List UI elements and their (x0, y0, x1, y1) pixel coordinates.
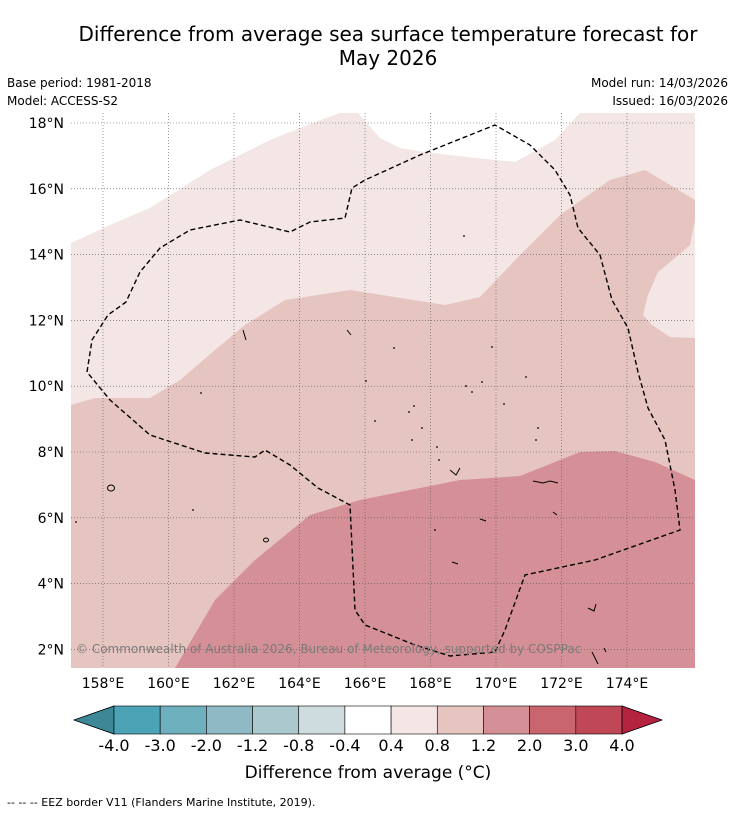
map-title: Difference from average sea surface temp… (40, 22, 736, 70)
eez-border (86, 124, 681, 657)
lat-label: 6°N (38, 511, 64, 527)
copyright-text: © Commonwealth of Australia 2026, Bureau… (76, 642, 581, 656)
colorbar-tick: -2.0 (191, 736, 222, 755)
base-period: Base period: 1981-2018 (7, 76, 152, 90)
lat-label: 18°N (29, 116, 64, 132)
lat-label: 2°N (38, 642, 64, 658)
lat-label: 4°N (38, 577, 64, 593)
islands (107, 329, 607, 665)
colorbar-swatch (436, 705, 484, 735)
colorbar-tick: 1.2 (471, 736, 496, 755)
lon-label: 174°E (606, 676, 649, 692)
colorbar-swatch (206, 705, 253, 735)
title-line-1: Difference from average sea surface temp… (78, 22, 698, 46)
colorbar-tick: 3.0 (563, 736, 588, 755)
colorbar: -4.0 -3.0 -2.0 -1.2 -0.8 -0.4 0.4 0.8 1.2 2.0 3.0 4… (72, 705, 664, 755)
gridlines (71, 113, 695, 668)
lon-label: 170°E (475, 676, 518, 692)
colorbar-tick: 4.0 (609, 736, 634, 755)
map-figure: © Commonwealth of Australia 2026, Bureau… (29, 113, 695, 755)
model-name: Model: ACCESS-S2 (7, 94, 119, 108)
lat-label: 14°N (29, 248, 64, 264)
colorbar-tick: -0.4 (329, 736, 360, 755)
lon-label: 160°E (147, 676, 190, 692)
band-white-north (71, 113, 340, 243)
island-dots (75, 235, 539, 531)
colorbar-tick: -1.2 (237, 736, 268, 755)
colorbar-tick: -3.0 (145, 736, 176, 755)
band-white-north-2 (358, 113, 580, 162)
colorbar-swatch (483, 705, 530, 735)
colorbar-swatch (390, 705, 438, 735)
colorbar-extend-high (621, 705, 664, 735)
colorbar-swatch (252, 705, 300, 735)
model-run: Model run: 14/03/2026 (590, 76, 728, 90)
colorbar-swatch (159, 705, 207, 735)
band-04-08-north (71, 113, 695, 405)
colorbar-swatch (529, 705, 577, 735)
lat-label: 16°N (29, 182, 64, 198)
band-04-08-east (643, 220, 695, 338)
colorbar-label: Difference from average (°C) (244, 763, 492, 783)
colorbar-swatch (113, 705, 161, 735)
lon-label: 164°E (278, 676, 321, 692)
latitude-labels: 18°N 16°N 14°N 12°N 10°N 8°N 6°N 4°N 2°N (29, 116, 64, 658)
lon-label: 158°E (82, 676, 125, 692)
colorbar-tick: 0.4 (378, 736, 403, 755)
lon-label: 168°E (409, 676, 452, 692)
colorbar-swatch (575, 705, 623, 735)
lon-label: 162°E (213, 676, 256, 692)
lon-label: 172°E (540, 676, 583, 692)
colorbar-tick: -4.0 (98, 736, 129, 755)
colorbar-tick: 2.0 (517, 736, 542, 755)
longitude-labels: 158°E 160°E 162°E 164°E 166°E 168°E 170°E 172°E… (82, 676, 649, 692)
meta-left: Base period: 1981-2018 Model: ACCESS-S2 (7, 74, 152, 110)
colorbar-tick: -0.8 (283, 736, 314, 755)
lat-label: 12°N (29, 313, 64, 329)
eez-legend-footer: -- -- -- EEZ border V11 (Flanders Marine… (7, 796, 316, 809)
colorbar-swatch (298, 705, 346, 735)
meta-right: Model run: 14/03/2026 Issued: 16/03/2026 (591, 74, 728, 110)
map-area[interactable]: © Commonwealth of Australia 2026, Bureau… (71, 113, 695, 668)
lat-label: 8°N (38, 445, 64, 461)
colorbar-tick: 0.8 (425, 736, 450, 755)
colorbar-extend-low (72, 705, 115, 735)
lat-label: 10°N (29, 379, 64, 395)
title-line-2: May 2026 (338, 46, 438, 70)
issued-date: Issued: 16/03/2026 (612, 94, 728, 108)
colorbar-swatch (344, 705, 392, 735)
lon-label: 166°E (344, 676, 387, 692)
band-12-20-south (175, 451, 695, 668)
